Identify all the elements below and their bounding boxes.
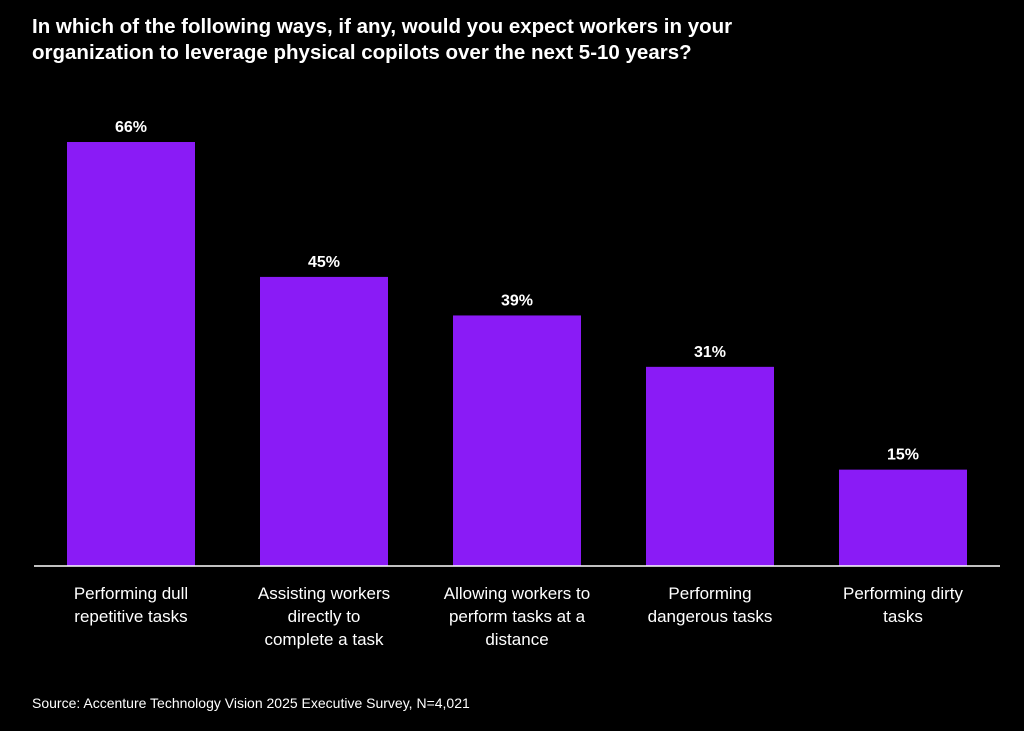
bar-3 <box>453 315 581 566</box>
category-label-line: repetitive tasks <box>74 607 187 626</box>
category-labels-layer: Performing dull repetitive tasks Assisting… <box>74 584 964 649</box>
category-label-line: complete a task <box>264 630 384 649</box>
category-label-1: Performing dull repetitive tasks <box>74 584 188 626</box>
bar-1 <box>67 142 195 566</box>
category-label-line: directly to <box>288 607 361 626</box>
bar-5 <box>839 469 967 566</box>
category-label-2: Assisting workers directly to complete a t… <box>258 584 390 649</box>
source-note: Source: Accenture Technology Vision 2025… <box>32 695 470 711</box>
category-label-3: Allowing workers to perform tasks at a dis… <box>444 584 590 649</box>
chart-title: In which of the following ways, if any, … <box>32 15 733 64</box>
category-label-line: Performing dirty <box>843 584 963 603</box>
value-label-4: 31% <box>694 344 726 361</box>
value-label-1: 66% <box>115 119 147 136</box>
bar-2 <box>260 276 388 566</box>
value-label-3: 39% <box>501 292 533 309</box>
category-label-5: Performing dirty tasks <box>843 584 963 626</box>
category-label-line: Assisting workers <box>258 584 390 603</box>
bar-4 <box>646 366 774 566</box>
category-label-line: distance <box>485 630 548 649</box>
category-label-line: perform tasks at a <box>449 607 586 626</box>
category-label-line: Allowing workers to <box>444 584 590 603</box>
category-label-line: Performing dull <box>74 584 188 603</box>
value-label-5: 15% <box>887 447 919 464</box>
value-label-2: 45% <box>308 254 340 271</box>
value-labels-layer: 66% 45% 39% 31% 15% <box>115 119 919 464</box>
category-label-line: tasks <box>883 607 923 626</box>
category-label-4: Performing dangerous tasks <box>648 584 773 626</box>
category-label-line: Performing <box>668 584 751 603</box>
bars-layer <box>67 142 967 566</box>
category-label-line: dangerous tasks <box>648 607 773 626</box>
